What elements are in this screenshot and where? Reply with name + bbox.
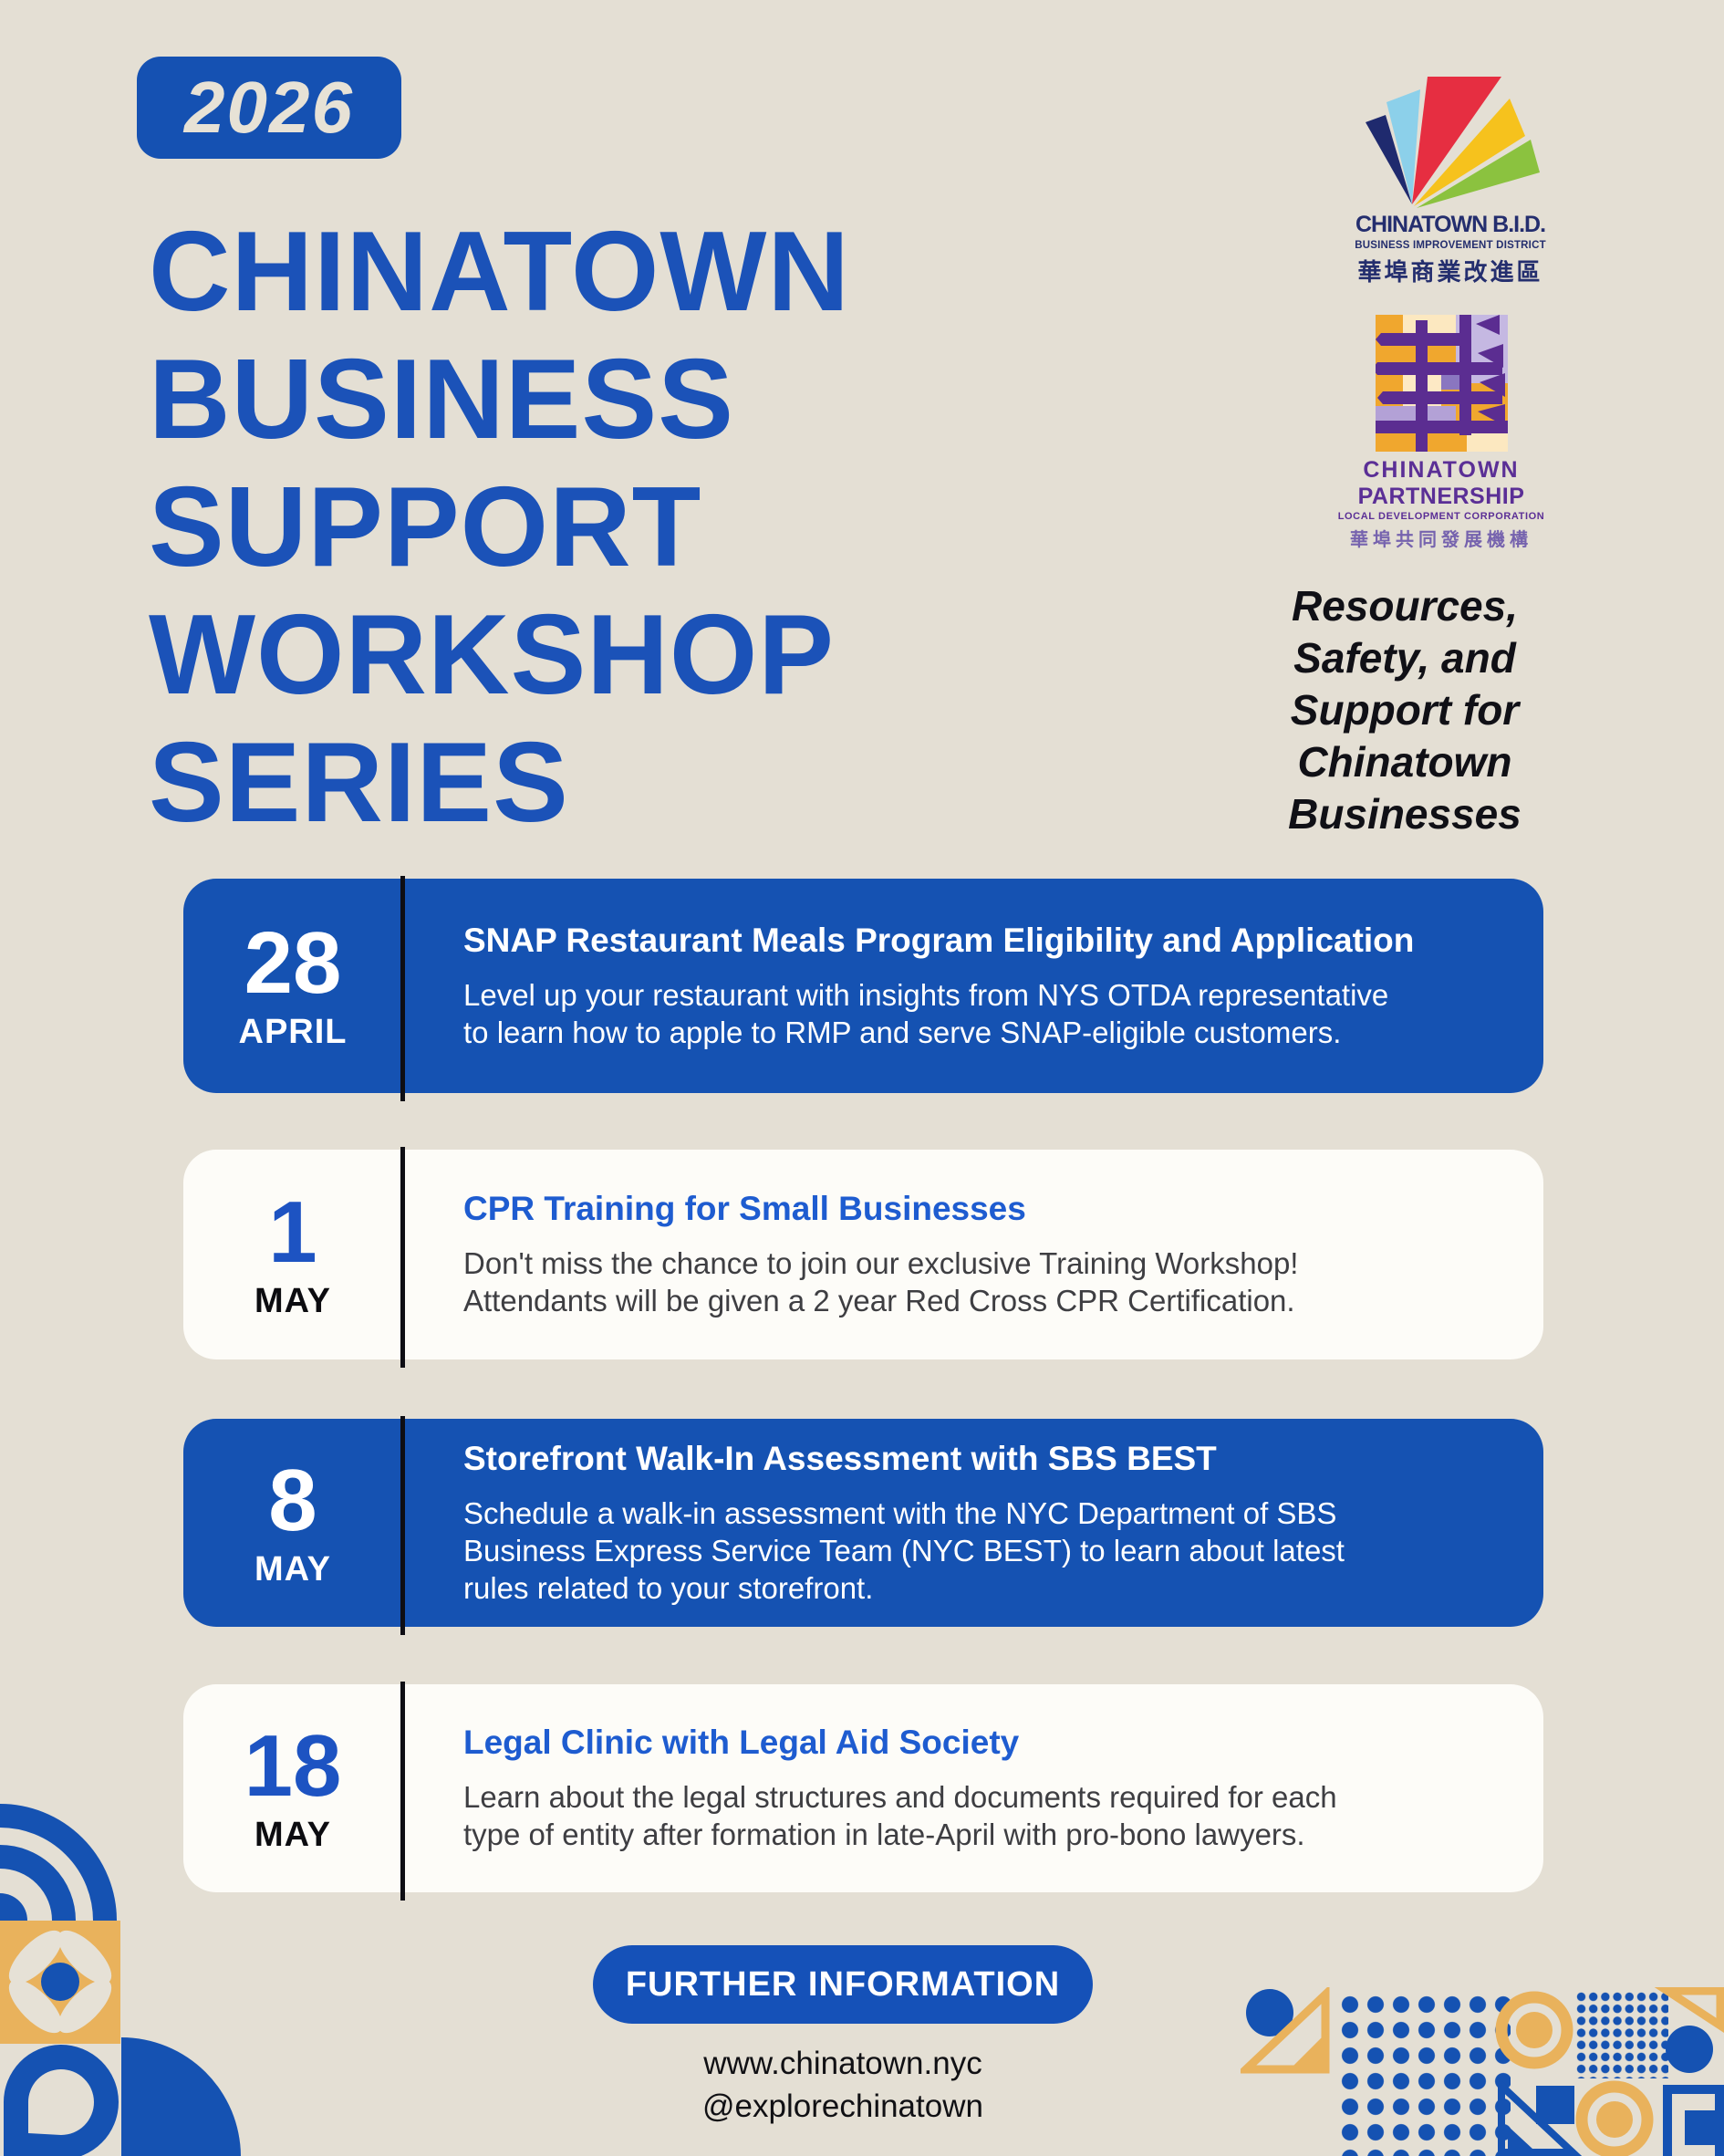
event-description-line: Schedule a walk-in assessment with the N… <box>463 1495 1337 1530</box>
event-card-may-1: 1 MAY CPR Training for Small Businesses … <box>183 1147 1543 1368</box>
page-title-line: WORKSHOP <box>149 592 835 718</box>
tagline-line: Chinatown <box>1297 738 1512 786</box>
footer-links: www.chinatown.nyc @explorechinatown <box>569 2042 1116 2128</box>
event-day: 18 <box>244 1716 342 1815</box>
event-month: MAY <box>254 1815 331 1854</box>
bid-subtitle: BUSINESS IMPROVEMENT DISTRICT <box>1355 240 1546 251</box>
event-description-line: Learn about the legal structures and doc… <box>463 1780 1337 1814</box>
event-description-line: to learn how to apple to RMP and serve S… <box>463 1015 1342 1049</box>
bid-chinese-name: 華埠商業改進區 <box>1357 258 1543 286</box>
event-description-line: Attendants will be given a 2 year Red Cr… <box>463 1284 1295 1318</box>
event-month: MAY <box>254 1281 331 1320</box>
event-card-april-28: 28 APRIL SNAP Restaurant Meals Program E… <box>183 876 1543 1101</box>
tagline-line: Resources, <box>1291 582 1518 630</box>
partnership-mosaic-icon <box>1375 315 1508 452</box>
tagline-line: Safety, and <box>1293 634 1516 682</box>
event-date: 18 MAY <box>183 1684 402 1892</box>
event-content: CPR Training for Small Businesses Don't … <box>463 1150 1518 1359</box>
tagline: Resources, Safety, and Support for China… <box>1263 580 1546 840</box>
bid-fan-icon <box>1366 77 1540 208</box>
website-link[interactable]: www.chinatown.nyc <box>703 2046 982 2081</box>
event-date: 1 MAY <box>183 1150 402 1359</box>
page-title-line: CHINATOWN <box>149 209 850 335</box>
partnership-name-line1: CHINATOWN <box>1363 457 1520 483</box>
chinatown-bid-logo: CHINATOWN B.I.D. BUSINESS IMPROVEMENT DI… <box>1332 62 1569 287</box>
event-title: SNAP Restaurant Meals Program Eligibilit… <box>463 921 1415 959</box>
event-title: Storefront Walk-In Assessment with SBS B… <box>463 1439 1217 1477</box>
further-information-label: FURTHER INFORMATION <box>625 1964 1061 2004</box>
event-title: Legal Clinic with Legal Aid Society <box>463 1724 1020 1761</box>
partnership-chinese-name: 華埠共同發展機構 <box>1350 530 1532 550</box>
event-day: 1 <box>268 1182 317 1281</box>
partnership-subtitle: LOCAL DEVELOPMENT CORPORATION <box>1337 511 1545 522</box>
date-divider <box>400 1416 405 1635</box>
decor-dot-grid-large-icon <box>1337 1992 1511 2156</box>
page-title: CHINATOWN BUSINESS SUPPORT WORKSHOP SERI… <box>149 208 850 847</box>
date-divider <box>400 876 405 1101</box>
event-card-may-18: 18 MAY Legal Clinic with Legal Aid Socie… <box>183 1682 1543 1901</box>
social-handle-link[interactable]: @explorechinatown <box>702 2088 983 2124</box>
date-divider <box>400 1682 405 1901</box>
event-day: 28 <box>244 914 342 1012</box>
page-title-line: BUSINESS <box>149 337 734 463</box>
event-content: Legal Clinic with Legal Aid Society Lear… <box>463 1684 1518 1892</box>
event-card-may-8: 8 MAY Storefront Walk-In Assessment with… <box>183 1416 1543 1635</box>
event-description-line: Level up your restaurant with insights f… <box>463 977 1389 1012</box>
event-content: SNAP Restaurant Meals Program Eligibilit… <box>463 879 1518 1093</box>
event-content: Storefront Walk-In Assessment with SBS B… <box>463 1419 1518 1627</box>
event-month: APRIL <box>238 1013 348 1051</box>
tagline-line: Businesses <box>1288 790 1521 838</box>
date-divider <box>400 1147 405 1368</box>
event-description-line: type of entity after formation in late-A… <box>463 1817 1305 1851</box>
page-title-line: SUPPORT <box>149 464 702 590</box>
decor-dot-grid-small-icon <box>1575 1991 1668 2078</box>
page-title-line: SERIES <box>149 720 569 846</box>
further-information-button[interactable]: FURTHER INFORMATION <box>593 1945 1093 2024</box>
event-description-line: Business Express Service Team (NYC BEST)… <box>463 1533 1345 1568</box>
event-description-line: Don't miss the chance to join our exclus… <box>463 1246 1299 1280</box>
bid-name: CHINATOWN B.I.D. <box>1355 212 1546 237</box>
event-day: 8 <box>268 1451 317 1549</box>
event-title: CPR Training for Small Businesses <box>463 1190 1026 1227</box>
event-description-line: rules related to your storefront. <box>463 1570 874 1605</box>
chinatown-partnership-logo: CHINATOWN PARTNERSHIP LOCAL DEVELOPMENT … <box>1323 315 1560 551</box>
decor-geometric-pattern-icon <box>1241 1987 1724 2156</box>
year-badge-label: 2026 <box>184 67 354 148</box>
event-date: 28 APRIL <box>183 879 402 1093</box>
partnership-name-line2: PARTNERSHIP <box>1357 484 1525 509</box>
event-date: 8 MAY <box>183 1419 402 1627</box>
year-badge: 2026 <box>137 57 401 159</box>
event-month: MAY <box>254 1549 331 1588</box>
tagline-line: Support for <box>1290 686 1520 734</box>
